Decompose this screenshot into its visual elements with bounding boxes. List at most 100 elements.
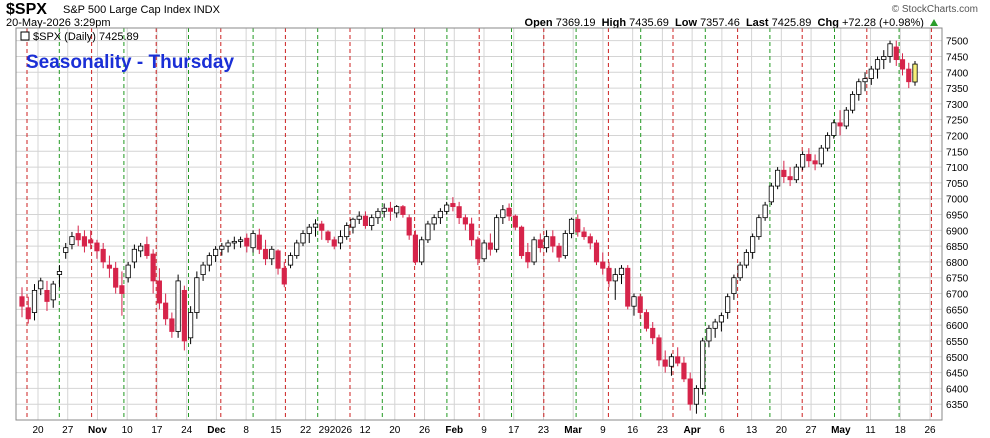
candle-body xyxy=(369,217,375,226)
x-tick-label: 12 xyxy=(360,425,372,436)
chg-label: Chg xyxy=(817,17,839,29)
candle-body xyxy=(231,240,237,244)
candle-body xyxy=(743,252,749,266)
ticker-description: S&P 500 Large Cap Index INDX xyxy=(63,4,220,16)
candle-body xyxy=(19,296,25,307)
candle-body xyxy=(806,154,812,162)
candle-body xyxy=(587,236,593,244)
candle-body xyxy=(837,122,843,127)
candle-body xyxy=(125,264,131,279)
candle-body xyxy=(543,236,550,249)
candle-body xyxy=(681,362,687,380)
candle-body xyxy=(481,242,487,260)
candle-body xyxy=(693,387,700,405)
candle-body xyxy=(75,233,81,241)
high-value: 7435.69 xyxy=(629,17,669,29)
candle-body xyxy=(868,68,874,79)
candle-body xyxy=(69,236,75,245)
candle-body xyxy=(831,122,837,136)
candle-body xyxy=(344,225,350,238)
candle-body xyxy=(487,242,493,250)
candle-body xyxy=(437,210,443,219)
candle-body xyxy=(606,267,612,282)
candle-body xyxy=(119,285,125,294)
candle-body xyxy=(625,267,631,307)
candle-body xyxy=(144,244,150,257)
candle-body xyxy=(262,248,269,260)
candle-body xyxy=(887,43,893,57)
candle-body xyxy=(81,236,88,247)
y-tick-label: 6350 xyxy=(946,400,969,411)
x-tick-label: 17 xyxy=(151,425,163,436)
candle-body xyxy=(356,215,362,220)
x-tick-label: Feb xyxy=(445,425,463,436)
candle-body xyxy=(175,280,181,332)
candle-body xyxy=(94,242,100,252)
candle-body xyxy=(812,160,818,165)
chg-value: +72.28 (+0.98%) xyxy=(841,17,924,29)
candle-body xyxy=(350,218,356,228)
y-tick-label: 6650 xyxy=(946,305,969,316)
candle-body xyxy=(275,250,281,269)
candle-body xyxy=(256,234,262,250)
x-tick-label: 24 xyxy=(181,425,193,436)
candle-body xyxy=(500,209,506,219)
candle-body xyxy=(768,185,774,203)
candle-body xyxy=(287,255,294,266)
candle-body xyxy=(100,248,106,263)
x-tick-label: May xyxy=(831,425,851,436)
candle-body xyxy=(281,267,287,285)
x-tick-label: 20 xyxy=(389,425,401,436)
candle-body xyxy=(206,255,212,266)
y-tick-label: 6950 xyxy=(946,211,969,222)
chart-legend: $SPX (Daily) 7425.89 xyxy=(33,31,139,43)
candle-body xyxy=(862,78,868,83)
candle-body xyxy=(556,245,562,258)
candle-body xyxy=(131,248,137,263)
candle-body xyxy=(893,46,899,61)
candle-body xyxy=(419,239,425,263)
x-tick-label: 10 xyxy=(122,425,134,436)
candle-body xyxy=(718,315,724,323)
thursday-markers xyxy=(26,28,932,420)
last-value: 7425.89 xyxy=(771,17,812,29)
x-tick-label: 9 xyxy=(600,425,606,436)
candle-body xyxy=(818,147,824,165)
candle-body xyxy=(643,312,650,329)
candle-body xyxy=(450,203,456,208)
low-label: Low xyxy=(675,17,697,29)
x-tick-label: 9 xyxy=(481,425,487,436)
y-tick-label: 6550 xyxy=(946,337,969,348)
candle-body xyxy=(475,239,481,260)
candle-body xyxy=(406,217,412,236)
candle-body xyxy=(631,296,637,307)
x-tick-label: Dec xyxy=(207,425,226,436)
y-tick-label: 6500 xyxy=(946,353,969,364)
low-value: 7357.46 xyxy=(700,17,740,29)
x-axis: 20 27 Nov 10 17 24 Dec 8 15 22 292026 12 20 26 Feb 9 17 2… xyxy=(32,425,936,436)
y-tick-label: 6750 xyxy=(946,274,969,285)
x-tick-label: 292026 xyxy=(319,425,353,436)
x-tick-label: 22 xyxy=(300,425,312,436)
candle-body xyxy=(294,242,300,257)
candle-body xyxy=(412,234,419,263)
candle-body xyxy=(537,239,543,249)
candle-body xyxy=(562,233,568,257)
candle-body xyxy=(462,217,468,225)
candle-body xyxy=(444,204,450,212)
candle-body xyxy=(306,226,312,234)
y-tick-label: 6800 xyxy=(946,258,969,269)
x-tick-label: 18 xyxy=(895,425,907,436)
candle-body xyxy=(600,261,606,269)
high-label: High xyxy=(601,17,627,29)
candle-body xyxy=(800,154,806,168)
candle-body xyxy=(381,207,387,212)
x-tick-label: 8 xyxy=(243,425,249,436)
y-tick-label: 7500 xyxy=(946,37,969,48)
candle-body xyxy=(593,242,600,263)
candle-body xyxy=(456,206,462,219)
candle-body xyxy=(512,215,518,228)
candle-body xyxy=(494,217,500,250)
x-tick-label: Nov xyxy=(88,425,107,436)
